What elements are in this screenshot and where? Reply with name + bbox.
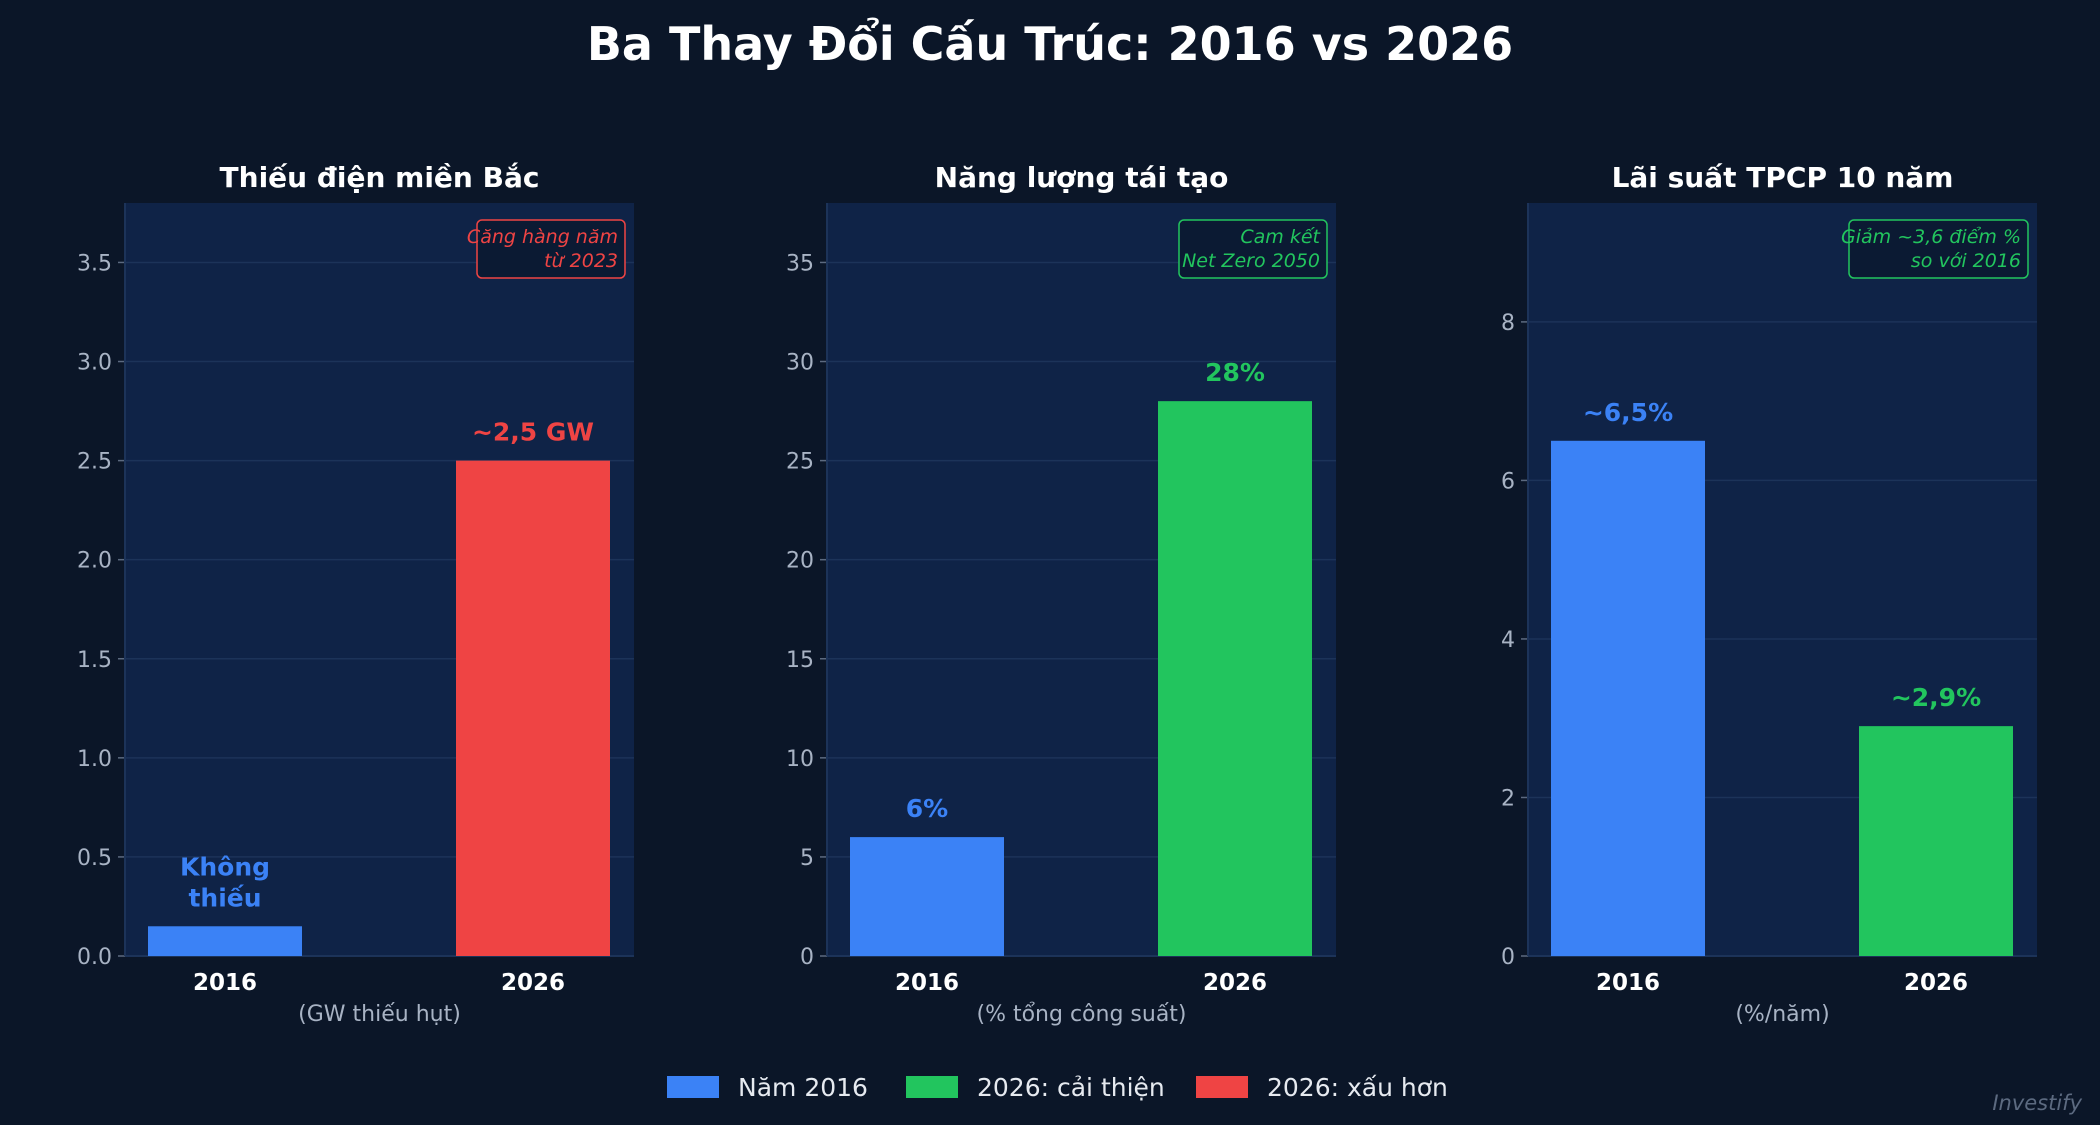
legend-swatch bbox=[667, 1076, 719, 1098]
y-tick-label: 0 bbox=[1501, 945, 1515, 970]
chart-panel-3: 0 2 4 6 8 ~6,5% 2016 ~2,9% 2026 (%/năm) Lãi suất T… bbox=[1501, 161, 2037, 1027]
watermark: Investify bbox=[1992, 1091, 2082, 1115]
bar-2016 bbox=[1551, 440, 1705, 957]
figure-title: Ba Thay Đổi Cấu Trúc: 2016 vs 2026 bbox=[587, 17, 1513, 71]
annotation-box bbox=[1848, 219, 2029, 279]
legend-swatch bbox=[1196, 1076, 1248, 1098]
data-label: 6% bbox=[906, 794, 948, 823]
data-label: ~6,5% bbox=[1583, 398, 1673, 427]
data-label: ~2,9% bbox=[1891, 683, 1981, 712]
y-tick-label: 25 bbox=[786, 450, 814, 475]
x-tick-label: 2026 bbox=[1203, 970, 1267, 996]
y-tick-label: 30 bbox=[786, 351, 814, 376]
panel-title: Lãi suất TPCP 10 năm bbox=[1612, 161, 1954, 194]
y-tick-label: 20 bbox=[786, 549, 814, 574]
panel-title: Năng lượng tái tạo bbox=[935, 161, 1229, 194]
y-tick-label: 1.5 bbox=[77, 648, 112, 673]
annotation-text: Giảm ~3,6 điểm % so với 2016 bbox=[1841, 226, 2021, 272]
x-tick-label: 2016 bbox=[895, 970, 959, 996]
x-tick-label: 2026 bbox=[1904, 970, 1968, 996]
y-tick-label: 5 bbox=[800, 846, 814, 871]
bar-2026 bbox=[456, 460, 610, 956]
data-label: ~2,5 GW bbox=[472, 418, 594, 447]
x-axis-label: (GW thiếu hụt) bbox=[298, 1002, 461, 1027]
y-tick-label: 0 bbox=[800, 945, 814, 970]
annotation-box bbox=[1178, 219, 1328, 279]
annotation-box bbox=[476, 219, 626, 279]
bar-2016 bbox=[850, 837, 1004, 956]
legend-item: 2026: cải thiện bbox=[906, 1073, 1165, 1102]
y-tick-label: 10 bbox=[786, 747, 814, 772]
data-label: 28% bbox=[1205, 358, 1265, 387]
chart-panel-2: 0 5 10 15 20 25 30 35 6% 2016 28% 2026 (% tổng công … bbox=[786, 161, 1336, 1027]
legend-item: Năm 2016 bbox=[667, 1073, 868, 1102]
y-tick-label: 1.0 bbox=[77, 747, 112, 772]
legend-label: 2026: cải thiện bbox=[977, 1073, 1165, 1102]
y-tick-label: 4 bbox=[1501, 628, 1515, 653]
y-tick-label: 0.5 bbox=[77, 846, 112, 871]
y-tick-label: 3.5 bbox=[77, 251, 112, 276]
y-tick-label: 15 bbox=[786, 648, 814, 673]
y-tick-label: 0.0 bbox=[77, 945, 112, 970]
x-tick-label: 2016 bbox=[1596, 970, 1660, 996]
panel-title: Thiếu điện miền Bắc bbox=[220, 161, 540, 194]
annotation-text: Cam kết Net Zero 2050 bbox=[1182, 226, 1321, 272]
bar-2026 bbox=[1158, 401, 1312, 956]
annotation-text: Căng hàng năm từ 2023 bbox=[467, 226, 618, 272]
y-tick-label: 3.0 bbox=[77, 351, 112, 376]
legend-swatch bbox=[906, 1076, 958, 1098]
y-tick-label: 35 bbox=[786, 251, 814, 276]
y-tick-label: 2.0 bbox=[77, 549, 112, 574]
y-tick-label: 6 bbox=[1501, 469, 1515, 494]
legend: Năm 2016 2026: cải thiện 2026: xấu hơn bbox=[667, 1073, 1448, 1102]
x-tick-label: 2026 bbox=[501, 970, 565, 996]
x-axis-label: (%/năm) bbox=[1735, 1002, 1829, 1027]
data-label: Không thiếu bbox=[180, 852, 270, 912]
legend-label: 2026: xấu hơn bbox=[1267, 1073, 1448, 1102]
y-tick-label: 2 bbox=[1501, 786, 1515, 811]
chart-panel-1: 0.0 0.5 1.0 1.5 2.0 2.5 3.0 3.5 Không thiếu 2016 ~2… bbox=[77, 161, 634, 1027]
y-tick-label: 2.5 bbox=[77, 450, 112, 475]
chart-panels: 0.0 0.5 1.0 1.5 2.0 2.5 3.0 3.5 Không thiếu 2016 ~2… bbox=[77, 161, 2037, 1027]
x-tick-label: 2016 bbox=[193, 970, 257, 996]
legend-item: 2026: xấu hơn bbox=[1196, 1073, 1448, 1102]
y-tick-label: 8 bbox=[1501, 311, 1515, 336]
bar-2016 bbox=[148, 926, 302, 956]
legend-label: Năm 2016 bbox=[738, 1073, 868, 1102]
bar-2026 bbox=[1859, 726, 2013, 956]
x-axis-label: (% tổng công suất) bbox=[976, 1002, 1186, 1027]
